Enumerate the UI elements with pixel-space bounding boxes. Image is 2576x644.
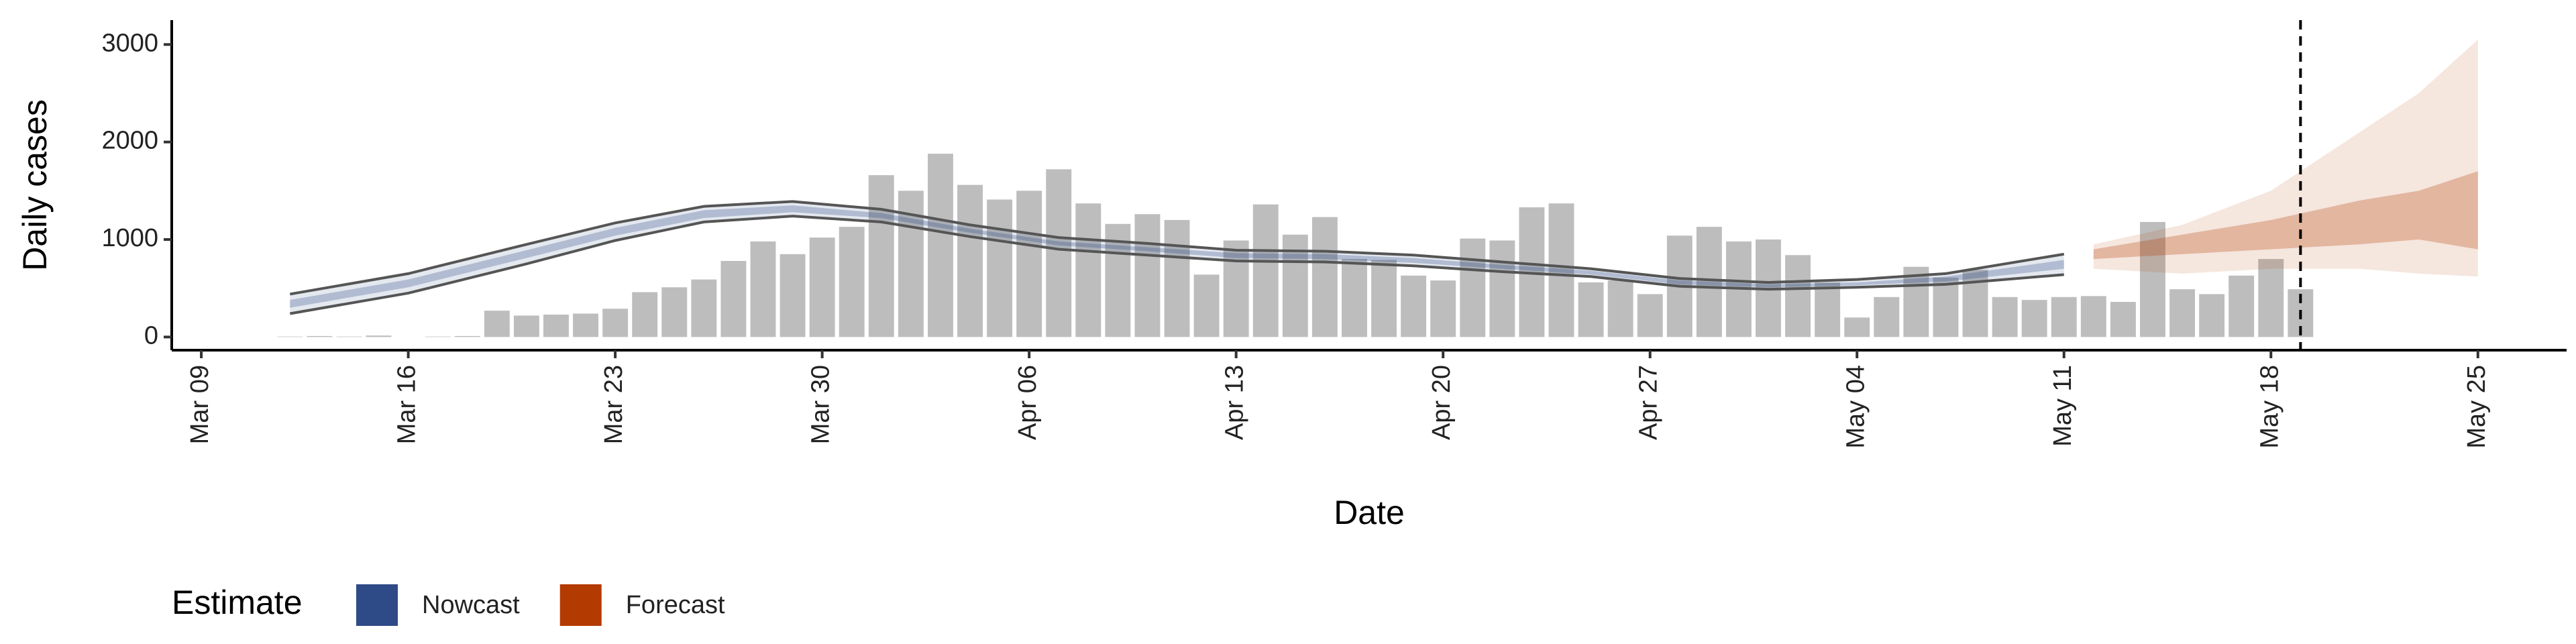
y-tick-label: 0 (144, 321, 158, 350)
bar (307, 335, 333, 337)
x-tick-label: Mar 16 (393, 365, 421, 444)
bar (868, 175, 894, 337)
bar (1607, 280, 1633, 337)
bar (1548, 203, 1574, 337)
bar (1371, 260, 1397, 337)
bar (1075, 203, 1102, 337)
bar (2169, 289, 2195, 337)
bar (1933, 277, 1959, 337)
bar (1223, 240, 1249, 337)
bar (1578, 282, 1604, 337)
bar (1874, 297, 1900, 337)
bar (1134, 214, 1161, 337)
bar (839, 227, 865, 337)
bar (1430, 280, 1456, 337)
y-tick-label: 1000 (101, 224, 158, 252)
bar (661, 287, 688, 337)
x-tick-label: Mar 23 (600, 365, 628, 444)
bar (454, 335, 480, 337)
x-tick-label: Apr 13 (1221, 365, 1249, 440)
y-tick-label: 2000 (101, 127, 158, 155)
bar (957, 184, 983, 337)
bar (2080, 296, 2106, 337)
bar (2140, 221, 2165, 337)
y-axis-title: Daily cases (16, 99, 54, 271)
bar (2199, 294, 2225, 337)
x-tick-label: Apr 06 (1014, 365, 1042, 440)
bar (632, 292, 658, 337)
x-tick-label: May 11 (2049, 365, 2077, 447)
bar (780, 254, 806, 337)
bar (2051, 297, 2077, 337)
bar (2229, 275, 2255, 337)
estimate-band (2093, 171, 2478, 260)
x-tick-label: Apr 27 (1635, 365, 1663, 440)
legend-label: Forecast (626, 591, 725, 619)
bar (1016, 191, 1042, 337)
bar (720, 261, 747, 337)
x-tick-label: Mar 30 (807, 365, 835, 444)
x-tick-label: Apr 20 (1428, 365, 1456, 440)
bar (1696, 227, 1722, 337)
bar (543, 314, 569, 337)
bar (1844, 317, 1870, 337)
bar (1903, 266, 1929, 337)
bar (1252, 204, 1279, 337)
estimate-band (2093, 40, 2478, 277)
bar (2258, 259, 2284, 337)
estimate-bound (289, 200, 2065, 296)
bar (1311, 217, 1338, 337)
bar (1785, 255, 1811, 337)
estimate-bound (289, 215, 2064, 315)
bar (2110, 302, 2136, 337)
bar (1815, 282, 1841, 337)
bar (1489, 240, 1515, 337)
bar (1637, 294, 1663, 337)
bar (484, 311, 510, 337)
x-axis-title: Date (1334, 494, 1405, 531)
bar (513, 315, 539, 337)
legend-label: Nowcast (422, 591, 520, 619)
legend-swatch (559, 584, 602, 626)
bar (1401, 275, 1427, 337)
bar (366, 335, 392, 337)
bar (1164, 219, 1190, 337)
bar (691, 279, 717, 337)
x-tick-label: May 18 (2255, 365, 2284, 449)
bar (927, 154, 953, 337)
x-tick-label: May 04 (1841, 365, 1870, 449)
bar (2021, 300, 2047, 337)
bar (1342, 259, 1367, 337)
x-tick-label: Mar 09 (186, 365, 214, 444)
bar (602, 309, 629, 337)
x-tick-label: May 25 (2463, 365, 2491, 449)
bar (809, 237, 835, 337)
bar (750, 241, 776, 337)
legend-swatch (356, 584, 398, 626)
bar (1193, 274, 1220, 337)
y-tick-label: 3000 (101, 29, 158, 57)
legend-title: Estimate (172, 584, 303, 621)
bar (573, 313, 598, 337)
bar (987, 199, 1013, 337)
bar (1046, 169, 1072, 337)
bar (1992, 297, 2018, 337)
bar (1460, 238, 1486, 337)
